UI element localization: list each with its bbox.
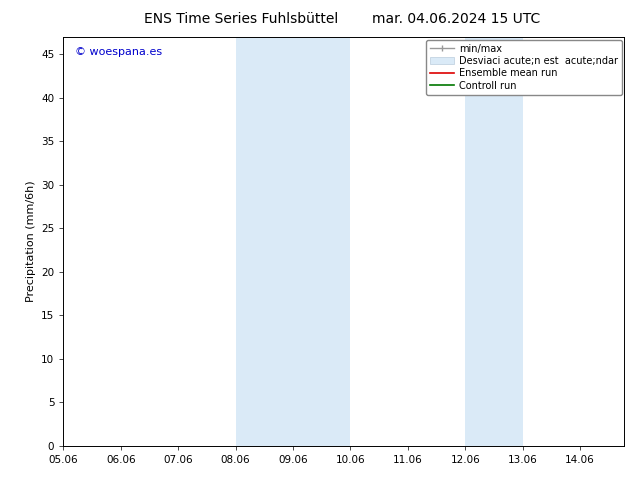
Text: ENS Time Series Fuhlsbüttel: ENS Time Series Fuhlsbüttel [144, 12, 338, 26]
Bar [236, 37, 351, 446]
Text: © woespana.es: © woespana.es [75, 47, 162, 57]
Bar [465, 37, 522, 446]
Y-axis label: Precipitation (mm/6h): Precipitation (mm/6h) [25, 180, 36, 302]
Legend: min/max, Desviaci acute;n est  acute;ndar, Ensemble mean run, Controll run: min/max, Desviaci acute;n est acute;ndar… [425, 40, 621, 95]
Text: mar. 04.06.2024 15 UTC: mar. 04.06.2024 15 UTC [372, 12, 541, 26]
